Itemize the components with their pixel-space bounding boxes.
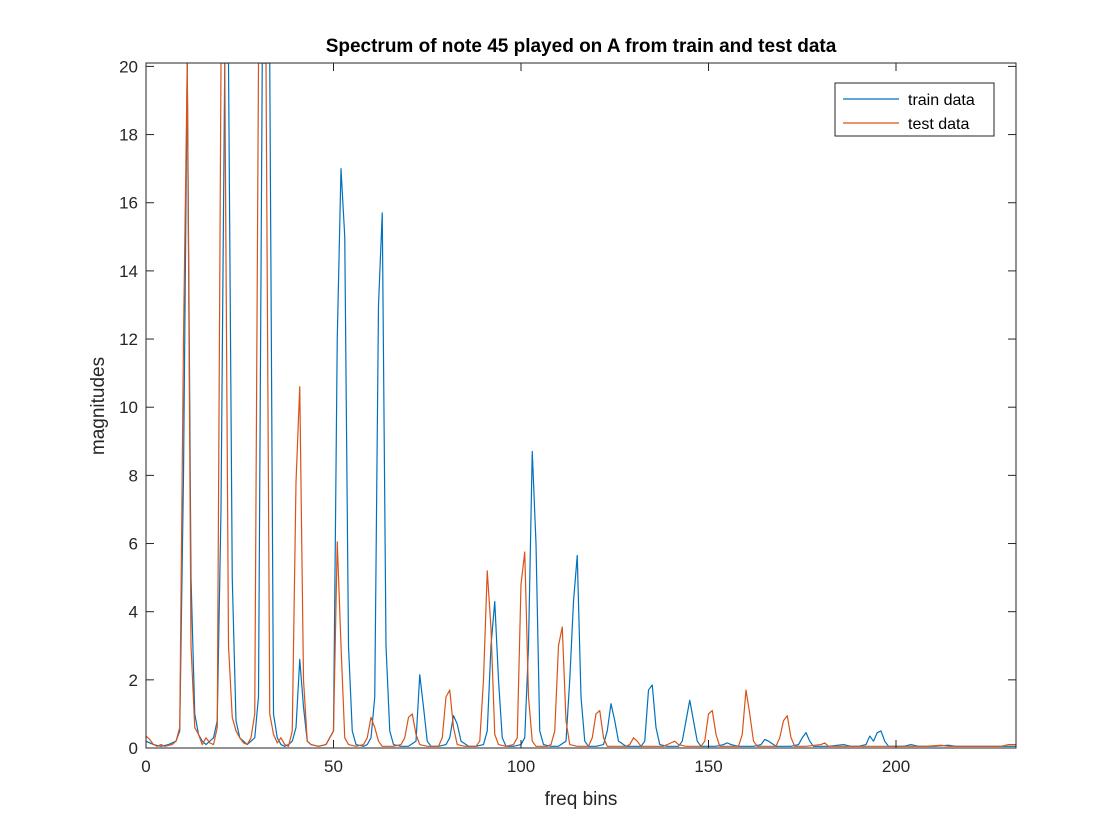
x-axis-label: freq bins	[545, 789, 618, 810]
series-lines	[146, 63, 1016, 747]
x-tick-label: 200	[882, 757, 910, 776]
legend: train data test data	[834, 82, 995, 137]
y-tick-label: 2	[129, 671, 138, 690]
y-axis-label: magnitudes	[88, 357, 109, 455]
x-tick-label: 0	[141, 757, 150, 776]
y-tick-label: 16	[119, 194, 138, 213]
legend-label-train: train data	[908, 92, 975, 109]
x-tick-label: 150	[694, 757, 722, 776]
y-tick-label: 0	[129, 739, 138, 758]
y-tick-label: 20	[119, 57, 138, 76]
y-tick-label: 10	[119, 398, 138, 417]
axes-box	[145, 62, 1017, 749]
x-tick-label: 100	[507, 757, 535, 776]
legend-box	[834, 82, 995, 137]
chart-title: Spectrum of note 45 played on A from tra…	[326, 36, 837, 57]
y-tick-label: 14	[119, 262, 138, 281]
y-tick-label: 12	[119, 330, 138, 349]
x-tick-label: 50	[324, 757, 343, 776]
y-tick-label: 4	[129, 603, 138, 622]
series-line-test	[146, 63, 1016, 747]
legend-label-test: test data	[908, 116, 969, 133]
y-tick-label: 6	[129, 535, 138, 554]
series-line-train	[146, 63, 1016, 747]
y-tick-label: 18	[119, 126, 138, 145]
y-tick-label: 8	[129, 466, 138, 485]
